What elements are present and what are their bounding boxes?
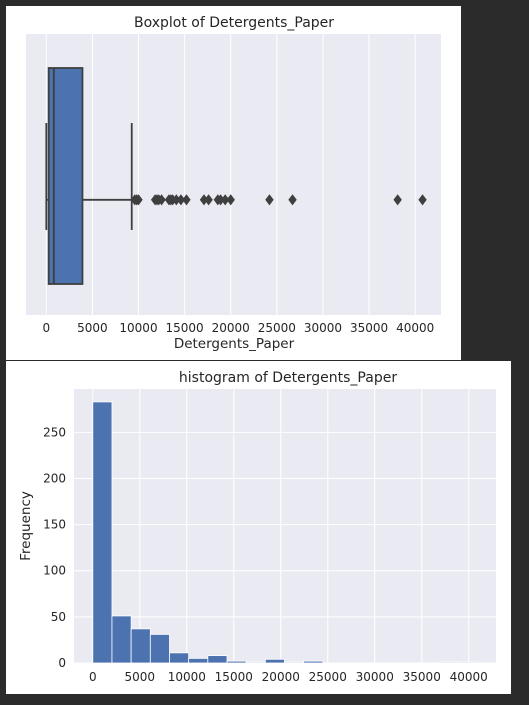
boxplot-x-tick-label: 20000 xyxy=(212,321,250,335)
boxplot-x-tick-label: 15000 xyxy=(166,321,204,335)
histogram-x-tick-label: 20000 xyxy=(262,670,300,684)
boxplot-outlier-point xyxy=(418,194,427,206)
boxplot-outlier-point xyxy=(216,194,225,206)
histogram-chart: histogram of Detergents_Paper 0 5000 10000… xyxy=(18,370,496,684)
histogram-x-tick-label: 40000 xyxy=(450,670,488,684)
boxplot-outlier-point xyxy=(176,194,186,206)
boxplot-outlier-point xyxy=(172,194,181,206)
histogram-x-tick-label: 0 xyxy=(89,670,97,684)
boxplot-x-tick-label: 0 xyxy=(42,321,50,335)
histogram-title: histogram of Detergents_Paper xyxy=(179,370,397,386)
histogram-y-tick-label: 100 xyxy=(43,564,66,578)
boxplot-x-tick-label: 25000 xyxy=(258,321,296,335)
boxplot-title: Boxplot of Detergents_Paper xyxy=(134,15,334,31)
histogram-bar xyxy=(92,401,113,664)
boxplot-outlier-point xyxy=(204,194,213,206)
histogram-figure: histogram of Detergents_Paper 0 5000 10000… xyxy=(6,361,511,694)
histogram-bar xyxy=(245,661,266,664)
boxplot-outlier-point xyxy=(265,194,274,206)
histogram-plot-area xyxy=(74,389,496,663)
boxplot-chart: Boxplot of Detergents_Paper 0 5000 10000 15… xyxy=(26,15,441,352)
histogram-bar xyxy=(284,661,305,664)
histogram-y-axis-label: Frequency xyxy=(18,491,34,561)
histogram-bar xyxy=(456,661,477,664)
histogram-bar xyxy=(303,660,324,664)
histogram-bar xyxy=(149,634,170,664)
histogram-y-tick-label: 200 xyxy=(43,471,66,485)
boxplot-x-tick-label: 10000 xyxy=(119,321,157,335)
histogram-x-tick-label: 30000 xyxy=(356,670,394,684)
histogram-bar xyxy=(226,660,247,664)
histogram-bar xyxy=(111,615,132,664)
histogram-y-tick-label: 250 xyxy=(43,425,66,439)
boxplot-plot-area xyxy=(26,34,441,315)
histogram-x-tick-label: 25000 xyxy=(309,670,347,684)
histogram-bar xyxy=(169,652,190,664)
histogram-bar xyxy=(437,661,458,664)
boxplot-x-tick-label: 5000 xyxy=(77,321,108,335)
boxplot-x-tick-label: 40000 xyxy=(396,321,434,335)
histogram-x-tick-label: 15000 xyxy=(215,670,253,684)
histogram-x-tick-label: 5000 xyxy=(125,670,156,684)
histogram-bar xyxy=(207,655,228,664)
histogram-bar xyxy=(130,628,151,664)
boxplot-x-axis-label: Detergents_Paper xyxy=(174,336,295,352)
boxplot-figure: Boxplot of Detergents_Paper 0 5000 10000 15… xyxy=(6,6,461,360)
boxplot-outlier-point xyxy=(199,194,209,206)
histogram-bar xyxy=(264,658,285,664)
boxplot-outlier-point xyxy=(134,194,143,206)
boxplot-outlier-point xyxy=(221,194,230,206)
boxplot-outlier-point xyxy=(288,194,297,206)
boxplot-x-tick-label: 30000 xyxy=(304,321,342,335)
boxplot-outlier-point xyxy=(157,194,166,206)
histogram-y-tick-label: 0 xyxy=(58,656,66,670)
boxplot-outlier-point xyxy=(393,194,402,206)
boxplot-outlier-point xyxy=(226,194,235,206)
boxplot-x-tick-label: 35000 xyxy=(350,321,388,335)
histogram-bar xyxy=(188,657,209,664)
histogram-y-tick-label: 150 xyxy=(43,518,66,532)
histogram-y-tick-label: 50 xyxy=(51,610,66,624)
histogram-x-tick-label: 35000 xyxy=(403,670,441,684)
histogram-x-tick-label: 10000 xyxy=(168,670,206,684)
boxplot-outlier-point xyxy=(182,194,191,206)
